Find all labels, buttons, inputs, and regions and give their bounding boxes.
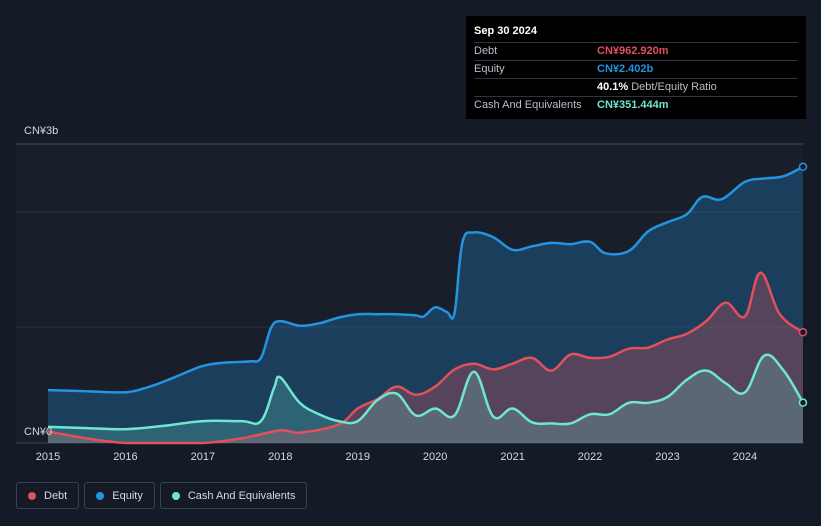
x-tick-label: 2023 (655, 451, 679, 463)
y-tick-label: CN¥0 (24, 426, 52, 438)
line-equity (47, 165, 804, 394)
legend-label-debt: Debt (44, 489, 68, 502)
legend-dot-cash (171, 491, 180, 500)
series-lines (47, 165, 805, 445)
marker-cash-and-equivalents (798, 398, 808, 407)
x-tick-label: 2018 (268, 451, 292, 463)
legend-dot-debt (28, 491, 36, 500)
axis-labels: CN¥0 CN¥3b 2015 2016 2017 2018 2019 2020 2021 202… (24, 125, 757, 463)
tooltip-ratio-suffix: Debt/Equity Ratio (631, 81, 717, 93)
tooltip-row-debt: Debt CN¥962.920m (474, 42, 798, 60)
tooltip-ratio-label (474, 79, 597, 96)
area-equity (48, 166, 803, 444)
tooltip-row-cash: Cash And Equivalents CN¥351.444m (474, 96, 798, 114)
x-tick-label: 2020 (423, 451, 447, 463)
legend-item-debt[interactable]: Debt (16, 482, 80, 509)
marker-equity (798, 162, 808, 172)
tooltip-debt-value: CN¥962.920m (597, 45, 669, 57)
x-tick-label: 2015 (36, 451, 60, 463)
data-tooltip: Sep 30 2024 Debt CN¥962.920m Equity CN¥2… (466, 16, 806, 119)
x-tick-label: 2019 (346, 451, 370, 463)
tooltip-row-equity: Equity CN¥2.402b (474, 60, 798, 78)
tooltip-equity-label: Equity (474, 63, 505, 75)
legend-item-equity[interactable]: Equity (84, 482, 155, 509)
area-debt (48, 272, 803, 443)
tooltip-ratio-value: 40.1% (597, 81, 629, 93)
tooltip-cash-label: Cash And Equivalents (474, 99, 582, 111)
x-tick-label: 2022 (578, 451, 602, 463)
x-tick-label: 2017 (191, 451, 215, 463)
y-tick-label: CN¥3b (24, 125, 58, 137)
x-tick-label: 2016 (113, 451, 137, 463)
legend-label-equity: Equity (112, 489, 143, 502)
series-areas (48, 166, 803, 444)
legend-label-cash: Cash And Equivalents (187, 489, 296, 502)
tooltip-debt-label: Debt (474, 45, 498, 57)
tooltip-cash-value: CN¥351.444m (597, 99, 669, 111)
end-markers (798, 162, 808, 407)
legend-dot-equity (96, 491, 105, 500)
line-debt (47, 271, 804, 445)
legend-item-cash[interactable]: Cash And Equivalents (159, 482, 308, 509)
x-tick-label: 2024 (733, 451, 757, 463)
marker-debt (798, 328, 808, 337)
tooltip-row-ratio: 40.1% Debt/Equity Ratio (474, 78, 798, 96)
line-cash-and-equivalents (47, 353, 805, 431)
area-cash-and-equivalents (48, 354, 803, 443)
tooltip-equity-value: CN¥2.402b (597, 63, 654, 75)
x-tick-label: 2021 (500, 451, 524, 463)
chart-legend: Debt Equity Cash And Equivalents (16, 482, 308, 509)
tooltip-date: Sep 30 2024 (474, 25, 537, 37)
